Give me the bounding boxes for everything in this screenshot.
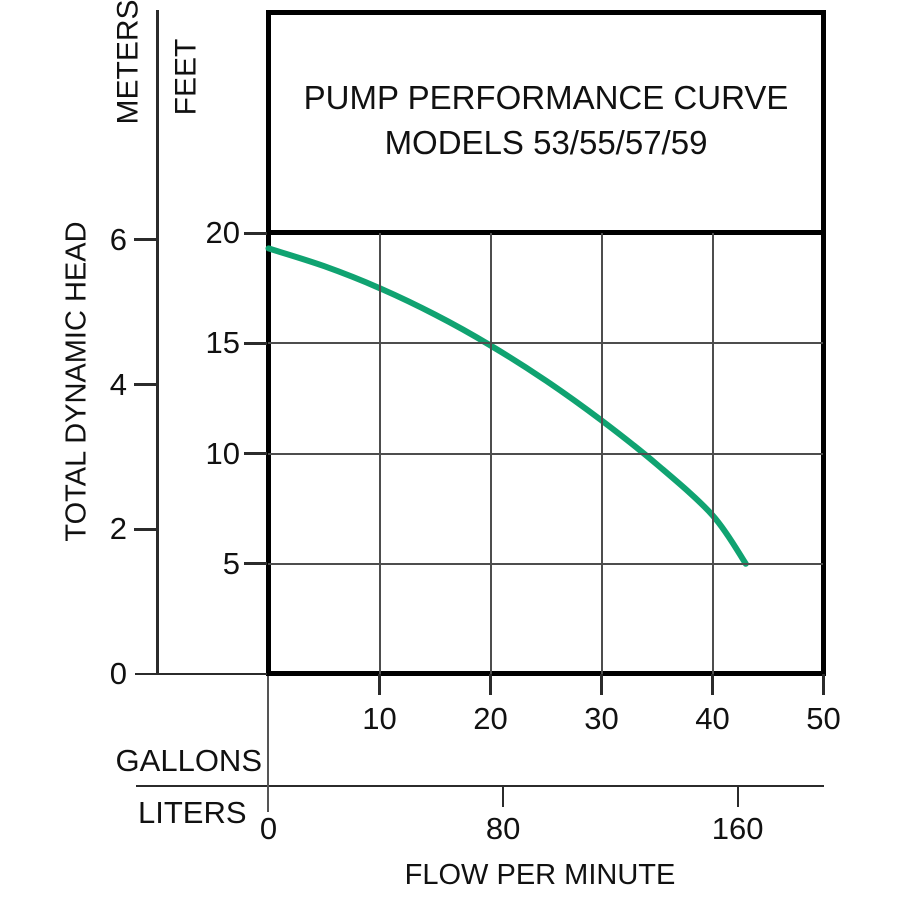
gallons-tick-label: 50 xyxy=(806,701,841,736)
liters-unit-label: LITERS xyxy=(138,795,247,830)
liters-tick-label: 160 xyxy=(711,811,764,846)
gridline-horizontal xyxy=(268,562,823,565)
feet-tick-label: 10 xyxy=(205,435,240,471)
liters-tick-label: 0 xyxy=(259,811,278,846)
gallons-tick-label: 30 xyxy=(584,701,619,736)
meters-tick-mark xyxy=(134,383,157,387)
gallons-tick-mark xyxy=(822,674,825,695)
chart-title-box: PUMP PERFORMANCE CURVE MODELS 53/55/57/5… xyxy=(266,10,826,230)
chart-subtitle: MODELS 53/55/57/59 xyxy=(384,124,708,161)
units-separator-line xyxy=(136,785,824,787)
meters-zero-tick-line xyxy=(135,673,267,675)
meters-tick-mark xyxy=(134,238,157,242)
feet-unit-label: FEET xyxy=(146,15,226,139)
feet-unit-text: FEET xyxy=(168,38,202,116)
feet-tick-mark xyxy=(244,452,267,455)
chart-title: PUMP PERFORMANCE CURVE xyxy=(303,79,789,116)
feet-tick-label: 5 xyxy=(222,545,240,581)
feet-tick-mark xyxy=(244,562,267,566)
gridline-horizontal xyxy=(268,342,823,345)
meters-tick-label: 6 xyxy=(109,221,127,257)
gridline-horizontal xyxy=(268,452,823,455)
gallons-tick-mark xyxy=(378,674,381,695)
feet-tick-label: 20 xyxy=(205,215,240,250)
gallons-unit-label: GALLONS xyxy=(115,743,262,778)
liters-tick-label: 80 xyxy=(485,811,521,846)
meters-unit-text: METERS xyxy=(111,0,145,125)
gallons-tick-label: 20 xyxy=(473,701,508,736)
x-axis-title: FLOW PER MINUTE xyxy=(404,859,676,891)
gallons-tick-mark xyxy=(600,674,603,695)
gallons-tick-label: 40 xyxy=(695,701,730,736)
liters-tick-mark xyxy=(502,786,505,807)
meters-axis-line xyxy=(156,10,159,674)
feet-tick-mark xyxy=(244,231,267,235)
meters-tick-label: 0 xyxy=(109,656,127,691)
meters-tick-label: 2 xyxy=(109,511,127,547)
meters-tick-mark xyxy=(134,527,157,531)
feet-tick-label: 15 xyxy=(205,325,240,361)
gallons-tick-mark xyxy=(711,674,714,695)
feet-tick-mark xyxy=(244,341,267,345)
gallons-tick-mark xyxy=(489,674,492,695)
meters-tick-label: 4 xyxy=(109,366,127,402)
liters-tick-mark xyxy=(736,786,739,807)
gallons-tick-label: 10 xyxy=(362,701,397,736)
liters-zero-tick-line xyxy=(267,676,269,812)
